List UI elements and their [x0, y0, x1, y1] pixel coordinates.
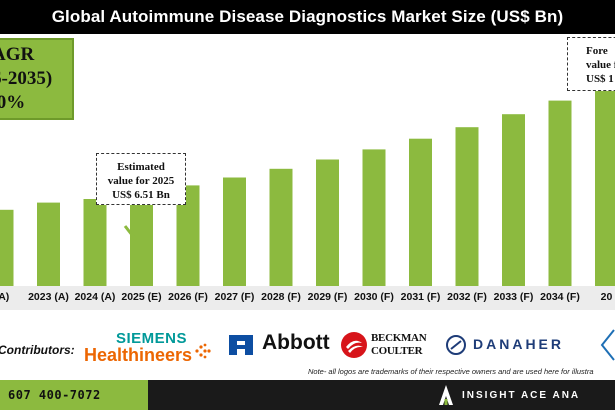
footer-phone-panel: [0, 380, 148, 410]
x-tick-label-8: 2030 (F): [354, 291, 394, 303]
footer-brand: INSIGHT ACE ANA: [462, 390, 581, 401]
bar-2: [83, 199, 107, 286]
x-axis-band: [0, 286, 615, 310]
bar-7: [316, 159, 339, 286]
partial-logo-icon: [600, 329, 615, 361]
bar-6: [269, 168, 293, 286]
chart-title: Global Autoimmune Disease Diagnostics Ma…: [51, 7, 564, 26]
x-tick-label-0: (A): [0, 291, 10, 303]
bar-11: [502, 114, 525, 286]
bar-8: [362, 149, 386, 286]
x-tick-label-12: 2034 (F): [540, 291, 580, 303]
bar-13: [595, 80, 615, 287]
bar-10: [455, 127, 479, 286]
coulter-wordmark: COULTER: [371, 345, 423, 357]
x-tick-label-1: 2023 (A): [28, 291, 69, 303]
cagr-line-3: .0%: [0, 92, 26, 113]
cagr-box: AGR 6-2035) .0%: [0, 38, 74, 120]
forecast-callout-line-3: US$ 1: [586, 73, 614, 85]
contributors-label: Contributors:: [0, 343, 75, 357]
forecast-callout-line-1: Fore: [586, 45, 608, 57]
healthineers-wordmark: Healthineers: [84, 345, 193, 365]
estimated-callout-line-1: Estimated: [117, 161, 165, 173]
healthineers-dots-icon: [195, 343, 211, 359]
abbott-wordmark: Abbott: [262, 331, 330, 354]
abbott-logo: Abbott: [226, 330, 330, 360]
beckman-coulter-logo: BECKMAN COULTER: [340, 328, 430, 362]
bar-12: [548, 100, 572, 286]
cagr-line-1: AGR: [0, 44, 35, 65]
siemens-healthineers-logo: SIEMENS Healthineers: [84, 330, 214, 368]
x-tick-label-6: 2028 (F): [261, 291, 301, 303]
cagr-line-2: 6-2035): [0, 68, 53, 89]
siemens-wordmark: SIEMENS: [116, 330, 188, 347]
bar-1: [37, 202, 60, 286]
x-tick-label-4: 2026 (F): [168, 291, 208, 303]
x-tick-label-2: 2024 (A): [74, 291, 116, 303]
chart-area: [0, 34, 615, 289]
bar-3: [130, 192, 153, 286]
insight-ace-logo-icon: [439, 385, 453, 405]
beckman-wordmark: BECKMAN: [371, 332, 427, 344]
abbott-mark-icon: [229, 335, 253, 355]
estimated-callout: Estimated value for 2025 US$ 6.51 Bn: [96, 153, 186, 205]
forecast-callout-line-2: value f: [586, 59, 615, 71]
beckman-mark-icon: [341, 332, 367, 358]
danaher-mark-icon: [446, 335, 466, 355]
forecast-callout: Fore value f US$ 1: [567, 37, 615, 91]
estimated-callout-line-2: value for 2025: [107, 175, 175, 187]
bar-4: [176, 185, 200, 286]
x-tick-label-5: 2027 (F): [214, 291, 255, 303]
chart-plot: [0, 80, 615, 287]
x-tick-label-10: 2032 (F): [447, 291, 487, 303]
trademark-note: Note- all logos are trademarks of their …: [308, 367, 594, 376]
x-tick-label-9: 2031 (F): [400, 291, 441, 303]
x-tick-label-13: 20: [600, 291, 613, 303]
bar-9: [409, 138, 432, 286]
x-tick-label-7: 2029 (F): [307, 291, 348, 303]
danaher-logo: DANAHER: [445, 333, 585, 357]
bar-0: [0, 209, 14, 286]
contributors-band: [0, 318, 615, 368]
bar-5: [223, 177, 246, 286]
title-bar: [0, 0, 615, 34]
footer-phone: 607 400-7072: [8, 388, 101, 402]
x-tick-label-11: 2033 (F): [493, 291, 534, 303]
danaher-wordmark: DANAHER: [473, 336, 564, 352]
x-tick-label-3: 2025 (E): [121, 291, 162, 303]
estimated-leader-line: [123, 225, 138, 241]
estimated-callout-line-3: US$ 6.51 Bn: [112, 189, 170, 201]
